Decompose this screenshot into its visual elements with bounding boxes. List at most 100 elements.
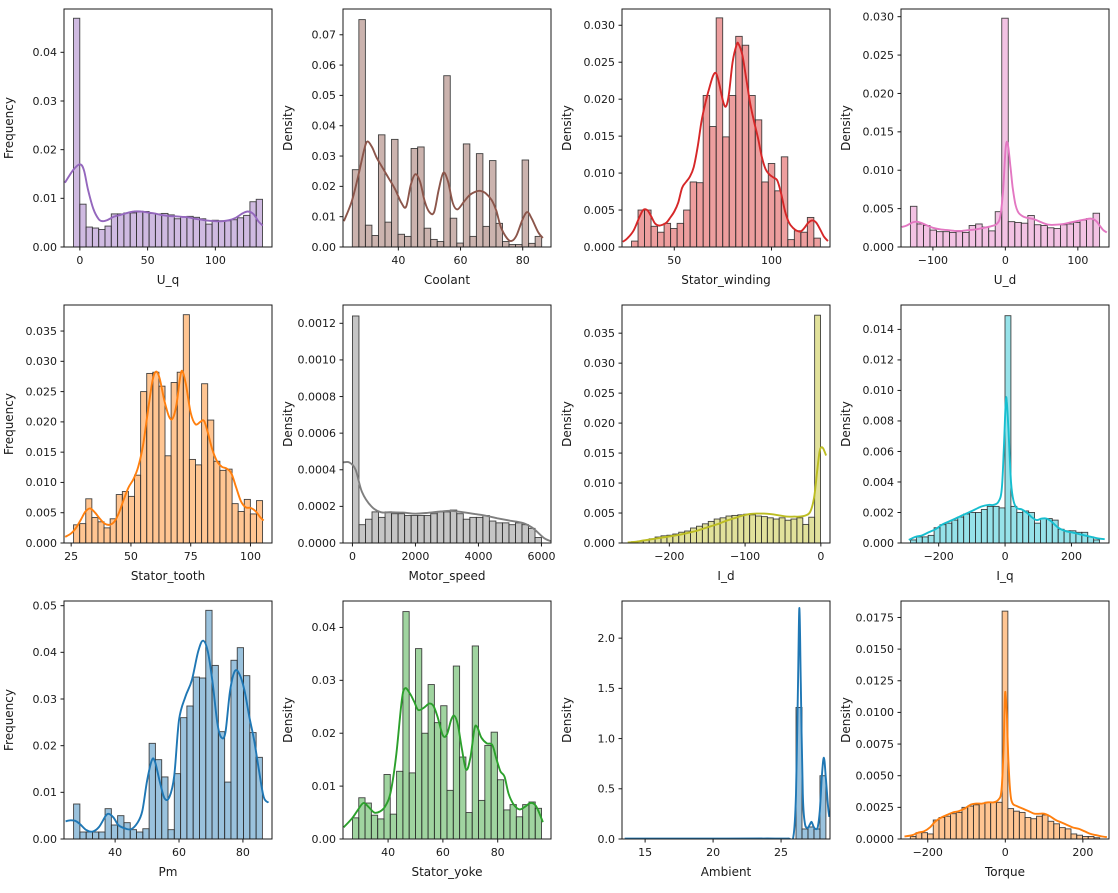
y-tick-label: 0.008 [863, 415, 895, 428]
hist-bar [528, 801, 536, 839]
y-tick-label: 0.015 [584, 447, 616, 460]
y-tick-label: 0.01 [312, 210, 337, 223]
hist-bar [1022, 510, 1030, 543]
hist-bar [456, 242, 464, 247]
x-tick-label: −100 [730, 550, 760, 563]
hist-bar [397, 513, 406, 543]
plot-area-I_d [627, 314, 827, 543]
hist-bar [945, 522, 953, 543]
hist-bar [1034, 522, 1041, 543]
hist-bar [123, 212, 131, 247]
hist-bar [167, 829, 175, 839]
y-tick-label: 0.03 [33, 693, 58, 706]
hist-bar [404, 515, 412, 543]
hist-bar [410, 148, 419, 247]
hist-bar [986, 505, 994, 543]
hist-bar [161, 212, 169, 247]
hist-bar [358, 524, 366, 543]
x-tick-label: 6000 [527, 550, 555, 563]
x-tick-label: 60 [172, 846, 186, 859]
x-axis-label: Stator_tooth [131, 569, 205, 583]
x-tick-label: 100 [1067, 254, 1088, 267]
hist-bar [136, 831, 144, 839]
hist-bar [502, 241, 510, 247]
y-tick-label: 0.030 [26, 355, 58, 368]
plot-area-Pm [65, 609, 270, 839]
x-tick-label: 0 [817, 550, 824, 563]
hist-bar [423, 227, 432, 247]
x-tick-label: 200 [1061, 550, 1082, 563]
x-axis-label: U_q [157, 273, 179, 287]
hist-bar [814, 314, 821, 543]
hist-bar [161, 776, 169, 839]
hist-bar [921, 536, 929, 543]
y-tick-label: 0.025 [584, 387, 616, 400]
hist-bar [761, 181, 769, 247]
hist-bar [1064, 828, 1072, 839]
hist-bar [962, 231, 970, 247]
hist-bar [715, 17, 724, 247]
hist-bar [702, 95, 711, 247]
hist-bar [110, 824, 119, 839]
y-axis-label: Frequency [2, 393, 16, 455]
x-tick-label: 200 [1072, 846, 1093, 859]
hist-bar [249, 201, 257, 247]
hist-bar [440, 705, 448, 839]
hist-bar [990, 801, 997, 839]
y-tick-label: 0.000 [863, 537, 895, 550]
y-tick-label: 0.5 [598, 783, 616, 796]
y-tick-label: 0.0008 [298, 390, 337, 403]
kde-curve [343, 460, 551, 543]
hist-bar [224, 781, 232, 839]
hist-bar [980, 508, 988, 543]
hist-bar [443, 511, 451, 543]
hist-bar [755, 515, 762, 543]
hist-bar [949, 231, 957, 247]
x-tick-label: 50 [141, 254, 155, 267]
y-tick-label: 0.010 [863, 164, 895, 177]
hist-bar [1081, 531, 1089, 543]
x-tick-label: 0 [1002, 846, 1009, 859]
hist-bar [670, 228, 678, 247]
hist-bar [737, 514, 745, 543]
x-tick-label: 25 [64, 550, 78, 563]
hist-bar [967, 805, 974, 839]
hist-bar [117, 213, 125, 247]
y-tick-label: 0.02 [312, 727, 337, 740]
y-axis-label: Density [839, 401, 853, 447]
hist-bar [249, 513, 257, 543]
y-tick-label: 0.01 [312, 780, 337, 793]
hist-bar [85, 226, 93, 247]
x-tick-label: 4000 [464, 550, 492, 563]
hist-bar [134, 474, 142, 543]
hist-bar [129, 829, 137, 839]
x-axis-label: Stator_yoke [411, 865, 482, 879]
hist-bar [85, 498, 93, 543]
y-tick-label: 0.000 [584, 537, 616, 550]
y-tick-label: 0.0012 [298, 317, 337, 330]
y-tick-label: 0.0050 [856, 770, 895, 783]
axes-Stator_tooth: 25 50 75 100 0.000 0.005 0.010 0.015 0.020 0.025 0… [2, 304, 273, 583]
y-tick-label: 0.04 [33, 46, 58, 59]
plot-area-Stator_winding [622, 17, 829, 247]
y-tick-label: 0.0 [598, 833, 616, 846]
hist-bar [663, 222, 672, 247]
hist-bar [521, 159, 530, 247]
axes-I_d: −200 −100 0 0.000 0.005 0.010 0.015 0.020 0.025 0… [560, 304, 831, 583]
hist-bar [180, 717, 188, 839]
subplot-Stator_yoke: 40 60 80 0.00 0.01 0.02 0.03 0.04 Stator_yoke Den… [279, 593, 558, 889]
hist-bar [127, 495, 135, 543]
kde-curve [624, 607, 830, 839]
axes-frame [621, 304, 831, 544]
hist-bar [728, 95, 737, 247]
axes-frame [621, 8, 831, 248]
y-tick-label: 0.030 [863, 10, 895, 23]
y-tick-label: 0.02 [33, 143, 58, 156]
x-tick-label: 15 [638, 846, 652, 859]
x-tick-label: −200 [913, 846, 943, 859]
kde-curve [904, 690, 1108, 839]
axes-Pm: 40 60 80 0.00 0.01 0.02 0.03 0.04 0.05 Pm Frequenc… [2, 599, 273, 879]
hist-bar [1066, 223, 1074, 247]
hist-bar [796, 517, 804, 543]
axes-Stator_winding: 50 100 0.000 0.005 0.010 0.015 0.020 0.025 0.030… [560, 8, 831, 287]
